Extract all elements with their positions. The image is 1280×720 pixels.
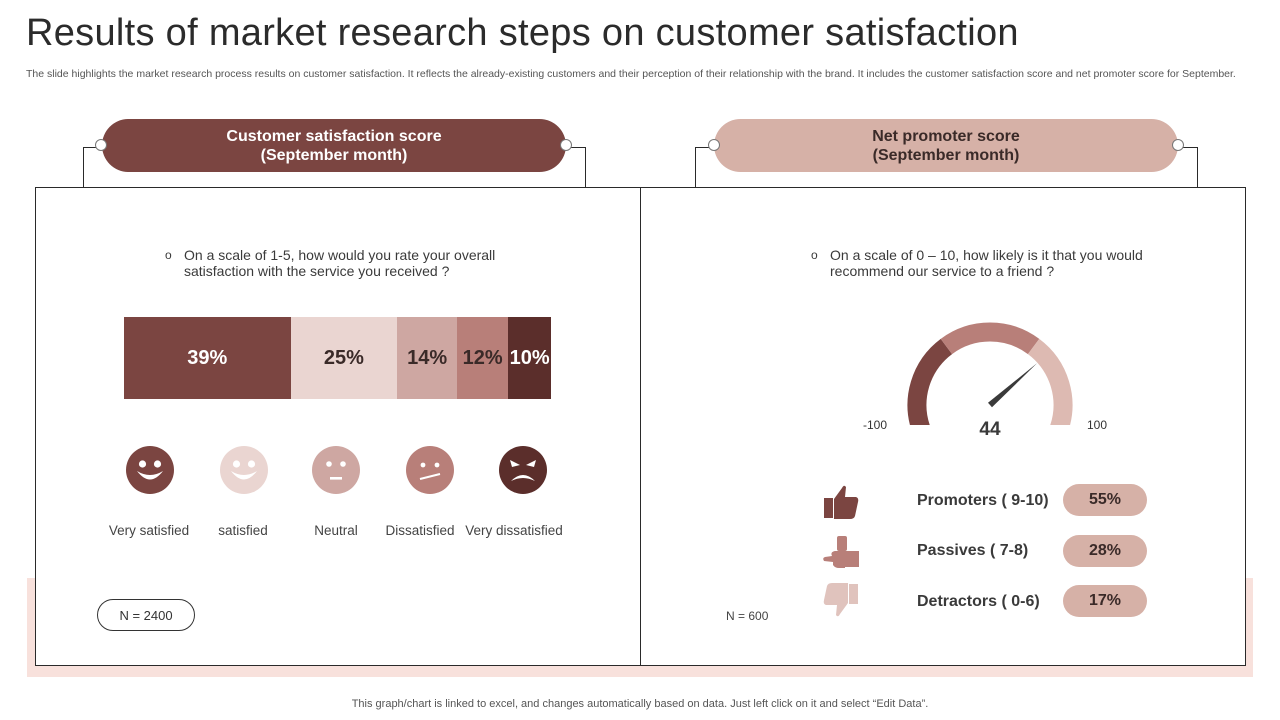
csat-bar-segment-3[interactable]: 14%: [397, 317, 458, 399]
gauge-arc-high: [1027, 338, 1073, 425]
very-satisfied-face-icon: [126, 446, 174, 494]
csat-bar-label-3: 14%: [407, 346, 448, 369]
csat-question-line2: satisfaction with the service you receiv…: [184, 263, 450, 279]
page-title: Results of market research steps on cust…: [26, 12, 1019, 54]
detractors-label: Detractors ( 0-6): [917, 593, 1040, 610]
face-label-very-satisfied: Very satisfied: [108, 523, 190, 538]
page-subtitle: The slide highlights the market research…: [26, 68, 1236, 80]
csat-question: o On a scale of 1-5, how would you rate …: [165, 247, 496, 279]
nps-question-line2: recommend our service to a friend ?: [830, 263, 1055, 279]
nps-sample-size: N = 600: [726, 609, 769, 623]
gauge-arc-low: [907, 338, 953, 425]
gauge-score-value: 44: [979, 419, 1001, 440]
csat-bar-segment-2[interactable]: 25%: [290, 317, 398, 399]
csat-sample-size: N = 2400: [97, 599, 195, 631]
nps-header: Net promoter score (September month): [714, 119, 1178, 172]
gauge-arc-mid: [940, 322, 1040, 355]
nps-question-line1: On a scale of 0 – 10, how likely is it t…: [830, 247, 1143, 263]
csat-header-right-dot: [560, 139, 572, 151]
csat-bar-label-4: 12%: [462, 346, 503, 369]
csat-bar-segment-5[interactable]: 10%: [508, 317, 551, 399]
csat-question-line1: On a scale of 1-5, how would you rate yo…: [184, 247, 496, 263]
promoters-value: 55%: [1063, 484, 1147, 516]
csat-bar-label-1: 39%: [187, 346, 228, 369]
satisfied-face-icon: [220, 446, 268, 494]
passives-value: 28%: [1063, 535, 1147, 567]
nps-question: o On a scale of 0 – 10, how likely is it…: [811, 247, 1143, 279]
csat-header-line2: (September month): [260, 146, 408, 164]
csat-bar-segment-4[interactable]: 12%: [457, 317, 509, 399]
footer-note: This graph/chart is linked to excel, and…: [351, 698, 929, 710]
nps-header-line1: Net promoter score: [872, 127, 1020, 145]
promoters-label: Promoters ( 9-10): [917, 492, 1049, 509]
very-dissatisfied-face-icon: [499, 446, 547, 494]
nps-header-line2: (September month): [872, 146, 1020, 164]
nps-gauge[interactable]: [890, 305, 1090, 425]
dissatisfied-face-icon: [406, 446, 454, 494]
gauge-min-label: -100: [863, 418, 888, 432]
thumbs-sideways-icon: [821, 531, 861, 571]
question-bullet-icon: o: [811, 248, 818, 262]
face-label-dissatisfied: Dissatisfied: [385, 523, 455, 538]
csat-bar-label-5: 10%: [509, 346, 550, 369]
csat-header-left-dot: [95, 139, 107, 151]
question-bullet-icon: o: [165, 248, 172, 262]
gauge-max-label: 100: [1087, 418, 1108, 432]
neutral-face-icon: [312, 446, 360, 494]
csat-panel: [35, 187, 641, 666]
csat-header: Customer satisfaction score (September m…: [102, 119, 566, 172]
face-label-very-dissatisfied: Very dissatisfied: [465, 523, 563, 538]
detractors-value: 17%: [1063, 585, 1147, 617]
nps-header-left-dot: [708, 139, 720, 151]
csat-header-line1: Customer satisfaction score: [226, 127, 442, 145]
passives-label: Passives ( 7-8): [917, 542, 1029, 559]
csat-stacked-bar[interactable]: 39% 25% 14% 12% 10%: [124, 317, 551, 399]
csat-bar-segment-1[interactable]: 39%: [124, 317, 291, 399]
nps-header-right-dot: [1172, 139, 1184, 151]
gauge-needle: [988, 363, 1038, 408]
face-label-satisfied: satisfied: [218, 523, 268, 538]
thumbs-up-icon: [821, 481, 861, 521]
face-label-neutral: Neutral: [314, 523, 358, 538]
nps-panel: [640, 187, 1246, 666]
csat-bar-label-2: 25%: [323, 346, 364, 369]
thumbs-down-icon: [821, 581, 861, 621]
